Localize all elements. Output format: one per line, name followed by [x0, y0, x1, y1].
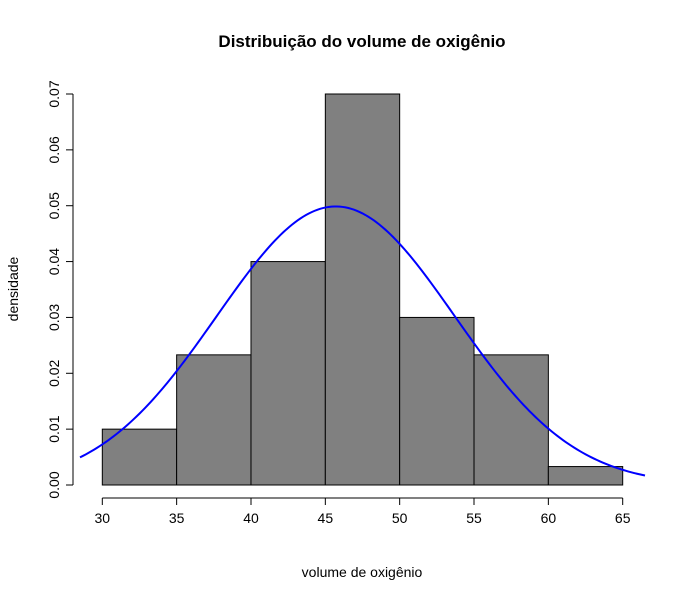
histogram-bar-3: [324, 93, 401, 486]
histogram-bar-2: [250, 261, 326, 486]
normal-density-curve: [79, 205, 646, 477]
histogram-bar-6: [547, 466, 624, 486]
y-tick-label: 0.07: [46, 80, 62, 107]
histogram-bar-4: [399, 316, 475, 486]
x-axis: 30 35 40 45 50 55 60 65: [95, 497, 631, 526]
y-axis: 0.00 0.01 0.02 0.03 0.04 0.05 0.06 0.07: [46, 80, 74, 499]
y-tick-label: 0.03: [46, 304, 62, 331]
x-tick-label: 30: [95, 510, 111, 526]
y-tick-label: 0.02: [46, 359, 62, 386]
x-tick-label: 65: [615, 510, 631, 526]
y-tick-label: 0.01: [46, 415, 62, 442]
x-tick-label: 40: [243, 510, 259, 526]
histogram-bars: [101, 93, 624, 486]
x-axis-label: volume de oxigênio: [302, 564, 423, 580]
x-tick-label: 55: [466, 510, 482, 526]
y-tick-label: 0.06: [46, 136, 62, 163]
y-tick-label: 0.04: [46, 248, 62, 275]
x-tick-label: 60: [541, 510, 557, 526]
y-tick-label: 0.05: [46, 192, 62, 219]
y-axis-label: densidade: [5, 256, 21, 321]
histogram-bar-1: [176, 354, 252, 486]
histogram-bar-0: [101, 428, 178, 486]
x-tick-label: 35: [169, 510, 185, 526]
histogram-bar-5: [473, 354, 549, 486]
y-tick-label: 0.00: [46, 471, 62, 498]
chart-title: Distribuição do volume de oxigênio: [218, 32, 505, 51]
x-tick-label: 50: [392, 510, 408, 526]
x-tick-label: 45: [318, 510, 334, 526]
